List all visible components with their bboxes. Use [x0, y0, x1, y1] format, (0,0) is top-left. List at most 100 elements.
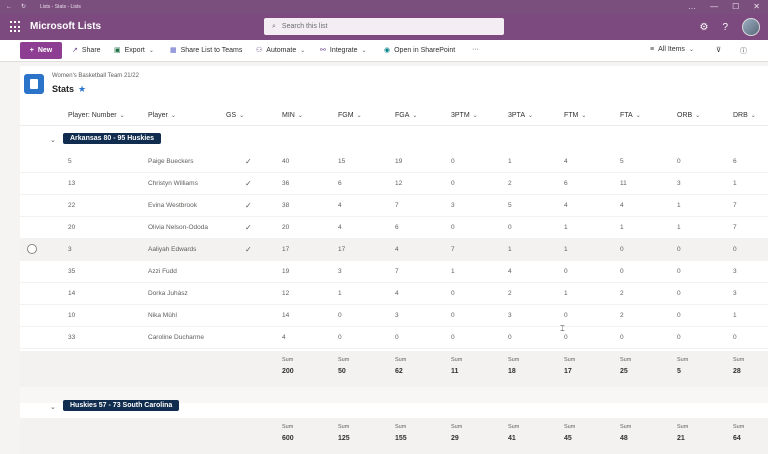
chevron-down-icon: ⌄	[412, 113, 418, 119]
player-name-cell[interactable]: Azzi Fudd	[148, 268, 177, 275]
chevron-down-icon: ⌄	[635, 113, 641, 119]
open-in-sharepoint-button[interactable]: ◉ Open in SharePoint	[384, 46, 455, 55]
row-select-radio[interactable]	[27, 244, 37, 254]
avatar[interactable]	[742, 18, 760, 36]
column-header-orb[interactable]: ORB ⌄	[677, 112, 700, 119]
player-number-cell: 14	[68, 290, 76, 297]
collapse-group-chevron-icon[interactable]: ⌄	[50, 137, 56, 144]
stat-cell-drb: 7	[733, 224, 737, 231]
stat-cell-drb: 3	[733, 268, 737, 275]
column-header-fgm[interactable]: FGM ⌄	[338, 112, 362, 119]
column-header-player[interactable]: Player ⌄	[148, 112, 176, 119]
column-header-3pta[interactable]: 3PTA ⌄	[508, 112, 533, 119]
stat-cell-3ptm: 0	[451, 334, 455, 341]
collapse-group-chevron-icon[interactable]: ⌄	[50, 404, 56, 411]
export-button[interactable]: ▣ Export ⌄	[114, 46, 154, 55]
table-row[interactable]	[20, 327, 768, 349]
sum-value-fga: 155	[395, 435, 407, 442]
table-row[interactable]	[20, 173, 768, 195]
stat-cell-ftm: 1	[564, 290, 568, 297]
stat-cell-3pta: 2	[508, 180, 512, 187]
info-button[interactable]: ⓘ	[740, 46, 747, 56]
plus-icon: +	[29, 47, 34, 54]
share-button[interactable]: ↗ Share	[72, 46, 101, 55]
sum-label: Sum	[451, 357, 463, 363]
table-row[interactable]	[20, 283, 768, 305]
group-header-badge[interactable]: Huskies 57 - 73 South Carolina	[63, 400, 180, 411]
stat-cell-ftm: 0	[564, 334, 568, 341]
column-header-fta[interactable]: FTA ⌄	[620, 112, 641, 119]
help-icon[interactable]: ?	[722, 21, 728, 33]
stat-cell-min: 36	[282, 180, 290, 187]
column-header-label: Player: Number	[68, 112, 117, 119]
table-row[interactable]	[20, 217, 768, 239]
player-name-cell[interactable]: Caroline Ducharme	[148, 334, 204, 341]
table-row[interactable]	[20, 239, 768, 261]
sum-label: Sum	[451, 424, 463, 430]
stat-cell-fga: 0	[395, 334, 399, 341]
back-icon[interactable]: ←	[6, 3, 12, 10]
stat-cell-fga: 4	[395, 290, 399, 297]
new-button[interactable]: + New	[20, 42, 62, 59]
close-icon[interactable]: ✕	[753, 2, 760, 11]
table-row[interactable]	[20, 305, 768, 327]
table-row[interactable]	[20, 151, 768, 173]
maximize-icon[interactable]: ☐	[732, 2, 740, 11]
app-name[interactable]: Microsoft Lists	[30, 21, 102, 32]
table-row[interactable]	[20, 195, 768, 217]
column-header-3ptm[interactable]: 3PTM ⌄	[451, 112, 478, 119]
player-name-cell[interactable]: Nika Mühl	[148, 312, 177, 319]
column-header-gs[interactable]: GS ⌄	[226, 112, 244, 119]
list-subtitle[interactable]: Women's Basketball Team 21/22	[52, 73, 139, 79]
column-header-fga[interactable]: FGA ⌄	[395, 112, 417, 119]
column-header-ftm[interactable]: FTM ⌄	[564, 112, 586, 119]
stat-cell-orb: 3	[677, 180, 681, 187]
player-name-cell[interactable]: Olivia Nelson-Ododa	[148, 224, 208, 231]
integrate-button[interactable]: ⚯ Integrate ⌄	[320, 46, 367, 55]
group-totals-row	[20, 351, 768, 387]
player-name-cell[interactable]: Evina Westbrook	[148, 202, 198, 209]
chevron-down-icon: ⌄	[361, 47, 367, 54]
gs-checkmark-icon: ✓	[245, 245, 252, 254]
search-box[interactable]: ⌕ Search this list	[264, 18, 504, 35]
group-totals-row	[20, 418, 768, 454]
teams-icon: ▦	[170, 47, 177, 54]
sum-label: Sum	[733, 357, 745, 363]
column-header-player-number[interactable]: Player: Number ⌄	[68, 112, 125, 119]
chevron-down-icon: ⌄	[239, 113, 245, 119]
player-name-cell[interactable]: Christyn Williams	[148, 180, 198, 187]
more-options-icon[interactable]: …	[688, 2, 697, 11]
share-to-teams-button[interactable]: ▦ Share List to Teams	[170, 46, 242, 55]
view-selector[interactable]: ≡ All Items ⌄	[650, 46, 694, 53]
player-name-cell[interactable]: Dorka Juhász	[148, 290, 188, 297]
automate-icon: ⚇	[256, 47, 263, 54]
sum-value-fgm: 50	[338, 368, 346, 375]
stat-cell-fga: 12	[395, 180, 403, 187]
column-header-label: DRB	[733, 112, 748, 119]
more-commands-button[interactable]: ···	[472, 46, 479, 53]
player-number-cell: 13	[68, 180, 76, 187]
stat-cell-fta: 2	[620, 290, 624, 297]
table-row[interactable]	[20, 261, 768, 283]
favorite-star-icon[interactable]: ★	[78, 84, 87, 94]
minimize-icon[interactable]: —	[710, 2, 719, 11]
gs-checkmark-icon: ✓	[245, 223, 252, 232]
player-name-cell[interactable]: Paige Bueckers	[148, 158, 194, 165]
automate-button[interactable]: ⚇ Automate ⌄	[256, 46, 305, 55]
app-launcher-icon[interactable]	[10, 21, 22, 33]
share-icon: ↗	[72, 47, 78, 54]
refresh-icon[interactable]: ↻	[21, 4, 27, 10]
group-header-badge[interactable]: Arkansas 80 - 95 Huskies	[63, 133, 162, 144]
stat-cell-ftm: 4	[564, 158, 568, 165]
sum-label: Sum	[677, 357, 689, 363]
filter-button[interactable]: ⊽	[716, 46, 721, 54]
stat-cell-fta: 0	[620, 334, 624, 341]
stat-cell-fta: 5	[620, 158, 624, 165]
column-header-drb[interactable]: DRB ⌄	[733, 112, 756, 119]
settings-gear-icon[interactable]: ⚙	[699, 21, 709, 33]
column-header-min[interactable]: MIN ⌄	[282, 112, 303, 119]
stat-cell-orb: 1	[677, 202, 681, 209]
player-name-cell[interactable]: Aaliyah Edwards	[148, 246, 197, 253]
column-header-label: FTA	[620, 112, 633, 119]
